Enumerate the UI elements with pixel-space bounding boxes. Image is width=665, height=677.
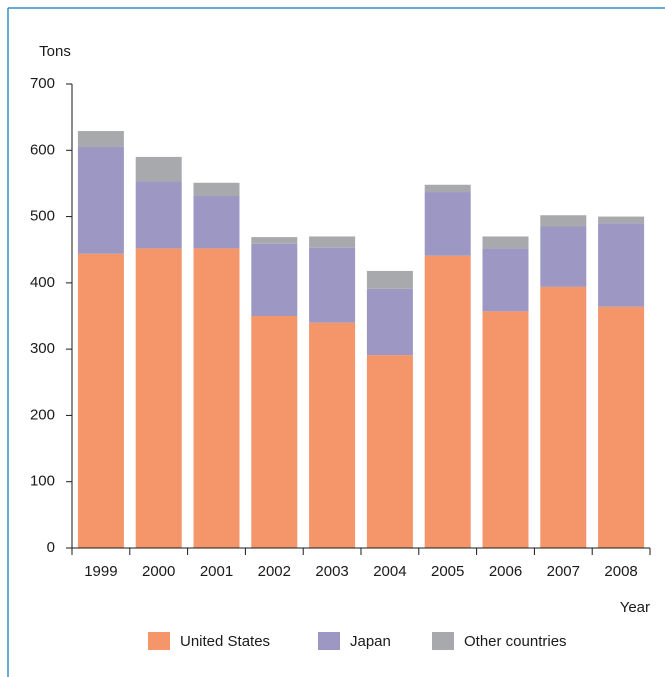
x-tick-label: 2004 (373, 563, 406, 580)
x-tick-label: 2000 (142, 563, 175, 580)
legend-swatch (148, 632, 170, 650)
x-tick-label: 1999 (84, 563, 117, 580)
bar-segment (540, 226, 587, 287)
x-axis-label: Year (620, 599, 650, 616)
y-tick-label: 200 (30, 406, 55, 423)
bar-segment (366, 355, 413, 548)
bar-segment (193, 248, 240, 549)
y-tick-label: 500 (30, 208, 55, 225)
bar-segment (598, 306, 645, 548)
legend-swatch (432, 632, 454, 650)
bar-segment (251, 237, 298, 244)
x-tick-label: 2005 (431, 563, 464, 580)
bar-segment (77, 146, 124, 254)
bar-segment (424, 192, 471, 256)
bar-segment (540, 286, 587, 548)
bar-segment (193, 196, 240, 249)
y-tick-label: 0 (47, 539, 55, 556)
bar-segment (482, 311, 529, 548)
y-tick-label: 100 (30, 473, 55, 490)
bar-segment (309, 247, 356, 323)
bar-segment (77, 253, 124, 549)
bar-segment (424, 255, 471, 548)
legend-label: Other countries (464, 633, 567, 650)
x-tick-label: 2006 (489, 563, 522, 580)
bar-segment (251, 243, 298, 316)
x-tick-label: 2003 (315, 563, 348, 580)
bar-segment (77, 131, 124, 147)
x-tick-label: 2008 (604, 563, 637, 580)
x-tick-label: 2007 (547, 563, 580, 580)
bar-segment (135, 156, 182, 182)
bar-segment (540, 215, 587, 227)
bar-segment (135, 248, 182, 549)
bar-segment (135, 181, 182, 249)
legend-label: Japan (350, 633, 391, 650)
bar-segment (193, 182, 240, 197)
y-tick-label: 400 (30, 274, 55, 291)
bar-segment (482, 248, 529, 312)
legend-swatch (318, 632, 340, 650)
y-tick-label: 300 (30, 340, 55, 357)
bar-segment (251, 316, 298, 548)
y-axis-label: Tons (39, 43, 71, 60)
bar-segment (309, 322, 356, 548)
legend-label: United States (180, 633, 270, 650)
bar-segment (366, 288, 413, 356)
y-tick-label: 600 (30, 141, 55, 158)
bar-segment (598, 216, 645, 224)
bar-segment (424, 184, 471, 193)
x-tick-label: 2001 (200, 563, 233, 580)
bar-segment (482, 236, 529, 249)
y-tick-label: 700 (30, 75, 55, 92)
bar-segment (366, 270, 413, 289)
x-tick-label: 2002 (258, 563, 291, 580)
bar-segment (309, 236, 356, 248)
bar-segment (598, 223, 645, 307)
